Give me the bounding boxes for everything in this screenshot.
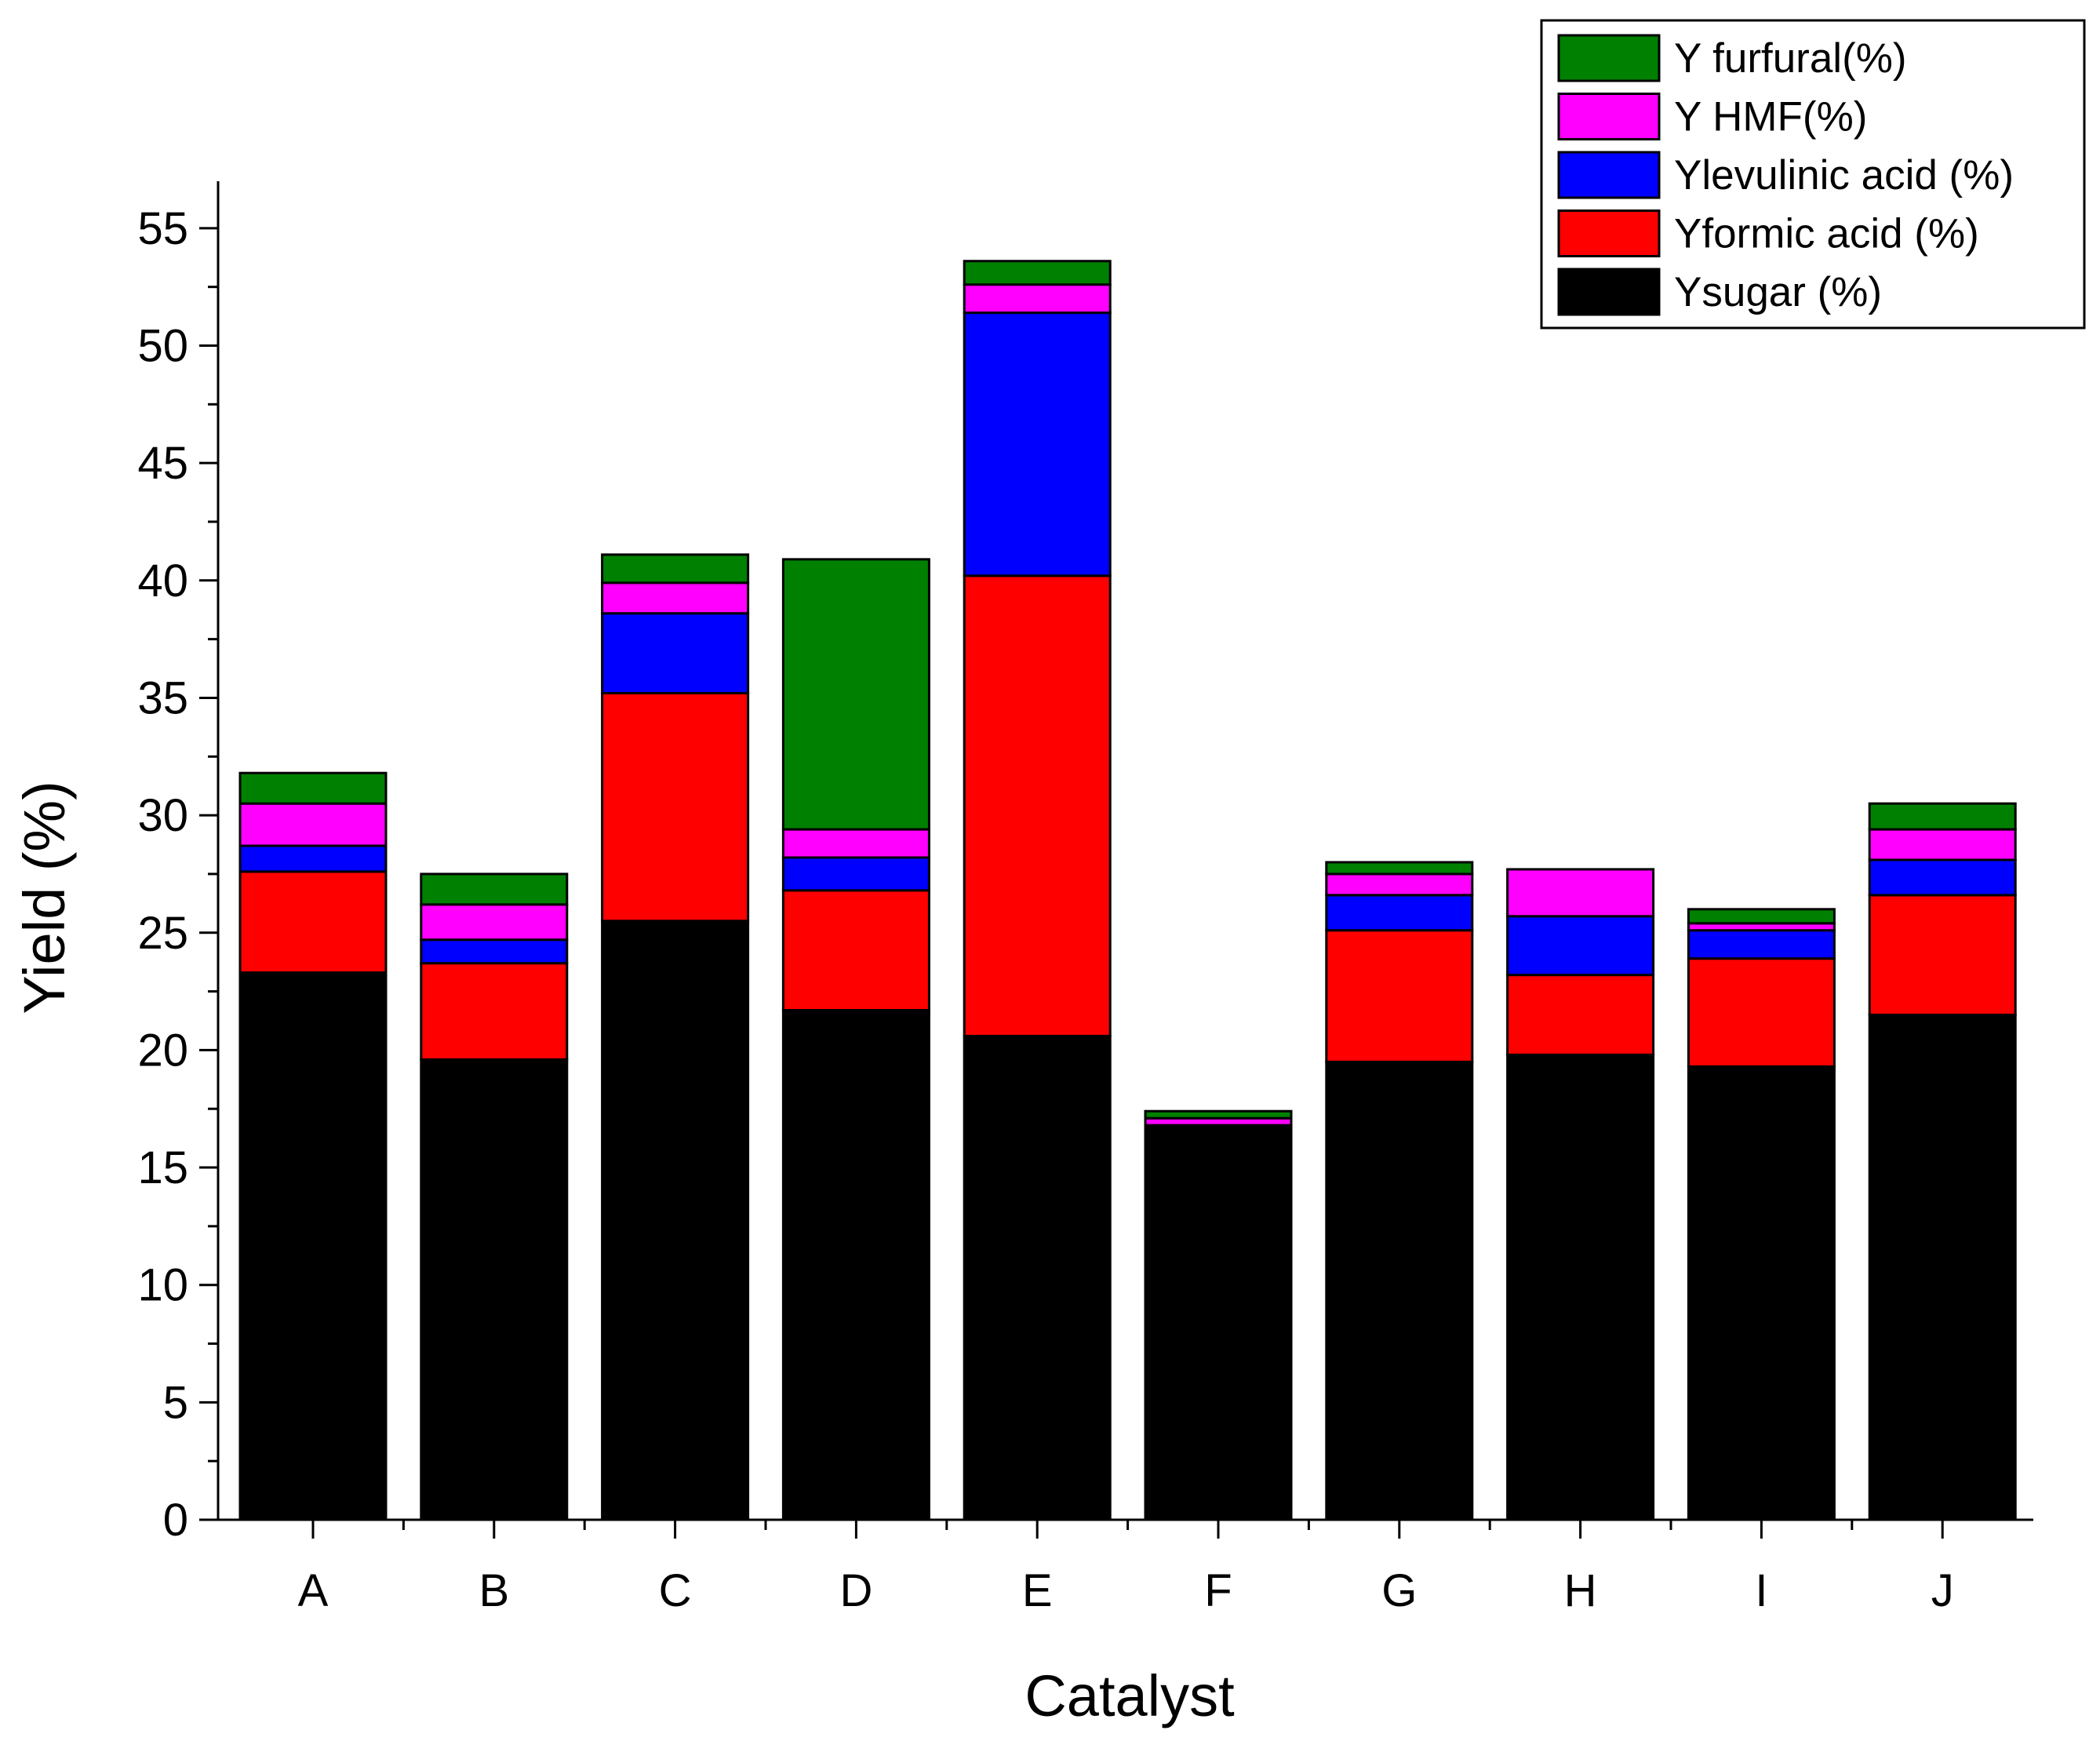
y-tick-label: 55 [137,203,188,254]
x-tick-label-D: D [839,1565,872,1616]
y-tick-label: 0 [163,1495,188,1546]
bar-segment-G-series-2 [1325,894,1474,932]
bar-segment-G-series-4 [1325,861,1474,876]
bar-segment-A-series-0 [238,971,388,1521]
y-tick-label: 15 [137,1142,188,1193]
axes-layer: 0 5 10 15 20 25 30 35 40 45 50 55 A B C D E F G H I J [137,180,2033,1616]
x-tick-label-I: I [1755,1565,1767,1616]
bar-segment-E-series-0 [963,1034,1112,1521]
bar-segment-G-series-0 [1325,1060,1474,1521]
legend-label-4: Ysugar (%) [1674,269,1882,315]
x-tick-label-B: B [479,1565,509,1616]
bar-segment-F-series-4 [1144,1109,1293,1120]
bar-segment-E-series-2 [963,311,1112,577]
legend-swatch-1 [1557,93,1661,140]
y-tick-label: 20 [137,1025,188,1076]
bar-segment-D-series-4 [781,558,930,831]
y-tick-label: 5 [163,1377,188,1428]
bar-segment-G-series-3 [1325,872,1474,897]
y-tick-label: 35 [137,672,188,723]
x-tick-label-J: J [1931,1565,1954,1616]
bar-segment-E-series-4 [963,260,1112,286]
bar-segment-J-series-4 [1868,802,2017,831]
bar-segment-I-series-1 [1687,957,1836,1068]
bar-segment-I-series-2 [1687,929,1836,960]
bar-segment-B-series-1 [420,962,569,1061]
x-tick-label-A: A [298,1565,329,1616]
bar-segment-I-series-4 [1687,908,1836,925]
bar-segment-A-series-4 [238,771,388,805]
x-tick-label-F: F [1204,1565,1232,1616]
bar-segment-B-series-4 [420,872,569,906]
bar-segment-C-series-3 [601,581,750,615]
bar-segment-H-series-0 [1506,1053,1655,1521]
legend-swatch-0 [1557,34,1661,82]
bar-segment-H-series-2 [1506,915,1655,977]
bar-segment-A-series-1 [238,870,388,974]
y-tick-label: 10 [137,1260,188,1311]
bar-segment-J-series-3 [1868,828,2017,861]
x-tick-label-G: G [1381,1565,1417,1616]
bars-layer [238,260,2017,1521]
y-tick-label: 30 [137,790,188,841]
y-tick-label: 40 [137,555,188,606]
legend-swatch-2 [1557,151,1661,199]
legend-label-0: Y furfural(%) [1674,35,1907,82]
bar-segment-E-series-1 [963,574,1112,1037]
bar-segment-E-series-3 [963,283,1112,315]
bar-segment-C-series-2 [601,612,750,694]
x-tick-label-H: H [1564,1565,1597,1616]
bar-segment-C-series-4 [601,553,750,585]
legend: Y furfural(%) Y HMF(%) Ylevulinic acid (%)… [1540,19,2086,330]
x-axis-title: Catalyst [1025,1663,1235,1728]
legend-swatch-4 [1557,268,1661,316]
bar-segment-A-series-3 [238,802,388,847]
bar-segment-I-series-0 [1687,1065,1836,1521]
bar-segment-B-series-3 [420,903,569,942]
bar-segment-J-series-2 [1868,858,2017,897]
legend-label-2: Ylevulinic acid (%) [1674,152,2014,199]
bar-segment-B-series-2 [420,938,569,965]
bar-segment-B-series-0 [420,1058,569,1521]
bar-segment-G-series-1 [1325,929,1474,1063]
bar-segment-J-series-1 [1868,894,2017,1017]
bar-segment-H-series-1 [1506,974,1655,1056]
bar-segment-D-series-1 [781,889,930,1012]
y-axis-title: Yield (%) [12,781,77,1014]
bar-segment-D-series-0 [781,1009,930,1521]
bar-segment-H-series-3 [1506,868,1655,918]
legend-label-1: Y HMF(%) [1674,94,1867,140]
x-tick-label-E: E [1022,1565,1053,1616]
y-tick-label: 45 [137,438,188,489]
bar-segment-D-series-3 [781,828,930,859]
y-tick-label: 50 [137,321,188,372]
legend-swatch-3 [1557,209,1661,257]
bar-segment-D-series-2 [781,856,930,892]
bar-segment-F-series-0 [1144,1124,1293,1521]
bar-segment-A-series-2 [238,844,388,873]
bar-segment-C-series-0 [601,920,750,1521]
x-tick-label-C: C [659,1565,692,1616]
legend-label-3: Yformic acid (%) [1674,211,1979,257]
bar-segment-J-series-0 [1868,1014,2017,1521]
bar-segment-C-series-1 [601,691,750,923]
y-tick-label: 25 [137,908,188,959]
